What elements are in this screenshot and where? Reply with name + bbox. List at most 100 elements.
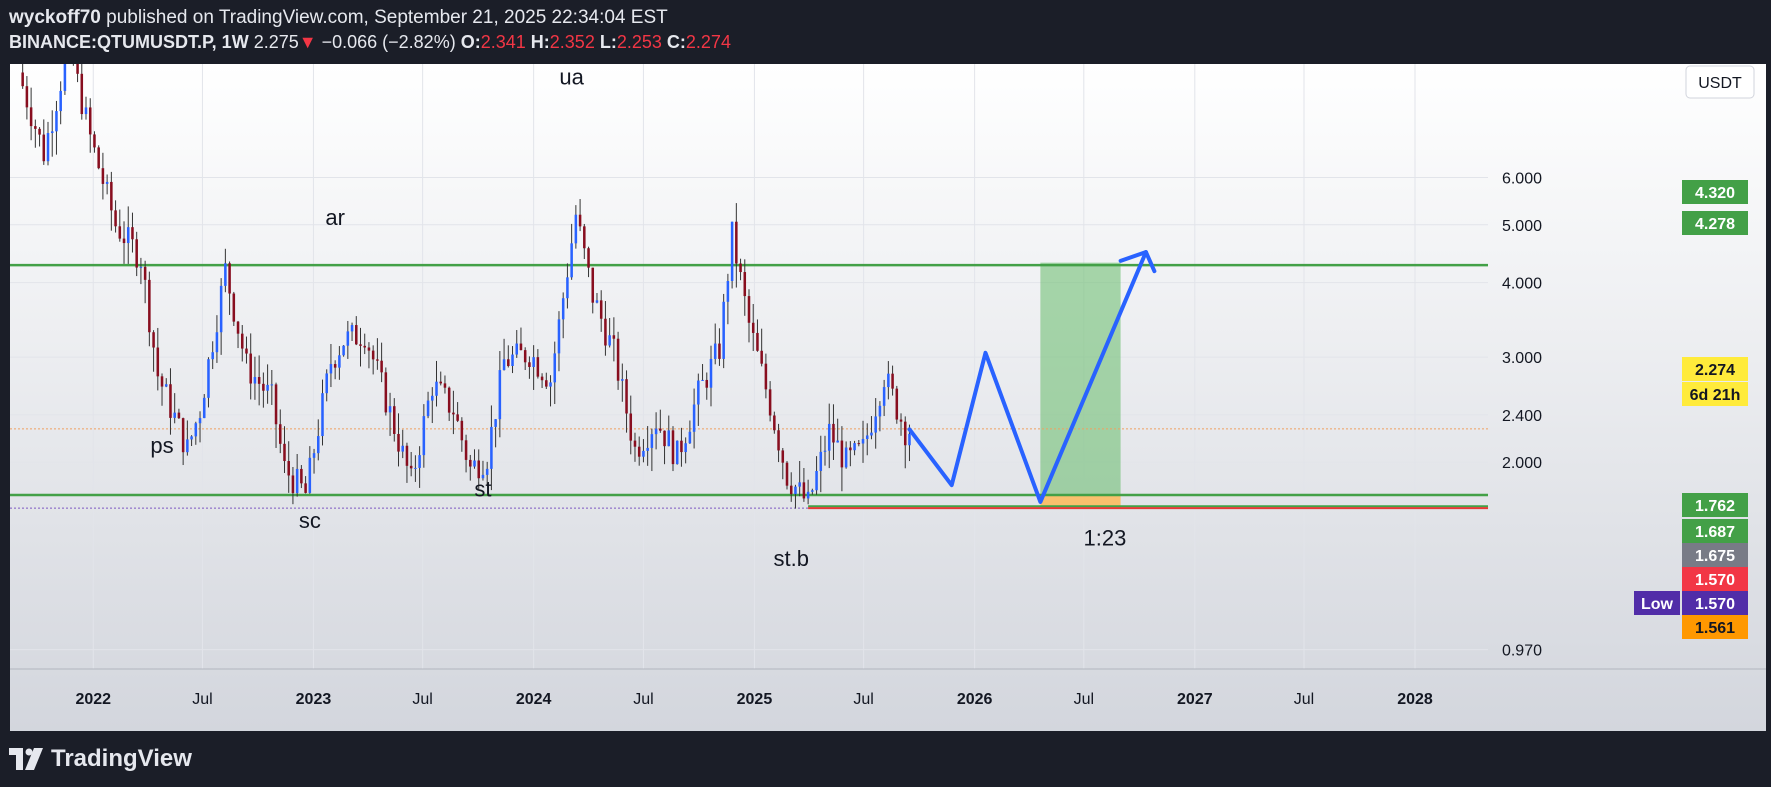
candle-down[interactable]	[519, 343, 523, 351]
projection-path[interactable]	[907, 250, 1157, 504]
candle-down[interactable]	[616, 338, 620, 381]
candle-up[interactable]	[574, 214, 578, 244]
candle-down[interactable]	[152, 332, 155, 348]
candle-up[interactable]	[346, 331, 350, 346]
candle-down[interactable]	[443, 383, 447, 388]
candle-up[interactable]	[485, 468, 489, 475]
candle-down[interactable]	[93, 134, 96, 148]
candle-down[interactable]	[903, 421, 907, 446]
candle-down[interactable]	[604, 318, 607, 346]
candle-down[interactable]	[659, 428, 662, 431]
candle-up[interactable]	[815, 470, 818, 491]
price-chart[interactable]: ps ar sc st ua st.b 1:23 6.000 5.000 4.000 3.000 2…	[10, 64, 1766, 731]
candle-down[interactable]	[245, 348, 248, 354]
candle-down[interactable]	[832, 423, 835, 443]
candle-down[interactable]	[840, 440, 844, 468]
candle-down[interactable]	[148, 279, 151, 333]
candle-down[interactable]	[380, 360, 383, 373]
candle-down[interactable]	[739, 263, 742, 273]
candle-down[interactable]	[768, 389, 772, 416]
candle-up[interactable]	[194, 423, 198, 437]
candle-up[interactable]	[490, 426, 493, 469]
candle-up[interactable]	[329, 364, 333, 374]
candle-up[interactable]	[870, 432, 873, 436]
candle-down[interactable]	[371, 350, 375, 360]
candle-up[interactable]	[186, 439, 189, 453]
candle-up[interactable]	[667, 430, 671, 447]
candle-up[interactable]	[819, 451, 823, 471]
candle-down[interactable]	[777, 430, 780, 451]
candle-up[interactable]	[553, 353, 557, 383]
candle-up[interactable]	[338, 355, 341, 368]
candle-up[interactable]	[46, 133, 50, 162]
candle-up[interactable]	[561, 298, 565, 320]
currency-box[interactable]	[1685, 65, 1755, 99]
candle-up[interactable]	[105, 181, 109, 184]
price-tag[interactable]	[1682, 357, 1748, 381]
candle-down[interactable]	[439, 381, 442, 384]
candle-up[interactable]	[566, 277, 569, 299]
candle-down[interactable]	[97, 147, 100, 169]
candle-down[interactable]	[393, 406, 396, 434]
candle-up[interactable]	[798, 482, 801, 487]
candle-down[interactable]	[29, 107, 33, 127]
candle-up[interactable]	[595, 300, 599, 303]
candle-down[interactable]	[363, 345, 366, 348]
price-tag[interactable]	[1682, 543, 1748, 567]
candle-down[interactable]	[278, 424, 282, 444]
candle-up[interactable]	[794, 486, 797, 495]
candle-down[interactable]	[88, 107, 92, 135]
candle-down[interactable]	[156, 347, 160, 377]
candle-down[interactable]	[599, 300, 603, 319]
candle-up[interactable]	[621, 379, 624, 381]
candle-up[interactable]	[317, 436, 320, 454]
candle-down[interactable]	[785, 462, 789, 486]
candle-down[interactable]	[469, 459, 472, 467]
candle-down[interactable]	[355, 325, 358, 345]
candle-up[interactable]	[418, 455, 421, 468]
candle-up[interactable]	[532, 357, 535, 367]
candle-up[interactable]	[422, 416, 426, 456]
candle-up[interactable]	[549, 382, 552, 387]
price-tag[interactable]	[1682, 382, 1748, 406]
candle-up[interactable]	[861, 438, 865, 444]
candle-down[interactable]	[110, 181, 113, 211]
candle-up[interactable]	[654, 428, 658, 435]
candle-down[interactable]	[789, 485, 793, 495]
candle-down[interactable]	[228, 263, 231, 294]
candle-down[interactable]	[359, 344, 362, 346]
candle-up[interactable]	[650, 434, 654, 448]
candle-down[interactable]	[304, 483, 307, 493]
candle-down[interactable]	[181, 418, 185, 453]
candle-down[interactable]	[587, 248, 590, 268]
candle-up[interactable]	[675, 440, 679, 465]
candle-down[interactable]	[612, 335, 616, 339]
candle-down[interactable]	[633, 440, 637, 447]
candle-up[interactable]	[325, 373, 328, 394]
candle-down[interactable]	[143, 266, 147, 280]
candle-up[interactable]	[435, 381, 438, 396]
candle-up[interactable]	[139, 266, 143, 268]
candle-up[interactable]	[908, 433, 911, 446]
candle-down[interactable]	[773, 415, 776, 431]
candle-down[interactable]	[735, 221, 738, 264]
candle-down[interactable]	[663, 430, 666, 447]
candle-down[interactable]	[895, 388, 899, 420]
candle-up[interactable]	[498, 370, 502, 420]
candle-down[interactable]	[397, 433, 400, 452]
candle-down[interactable]	[135, 239, 138, 268]
candle-down[interactable]	[545, 380, 548, 387]
candle-down[interactable]	[760, 350, 763, 364]
price-tag[interactable]	[1682, 493, 1748, 517]
candle-down[interactable]	[114, 210, 117, 227]
candle-down[interactable]	[34, 126, 37, 129]
candle-down[interactable]	[384, 372, 388, 413]
candle-up[interactable]	[502, 359, 506, 371]
candle-up[interactable]	[50, 131, 54, 134]
candle-up[interactable]	[207, 359, 210, 398]
candle-down[interactable]	[781, 450, 785, 463]
candle-up[interactable]	[164, 384, 168, 387]
candle-up[interactable]	[823, 450, 827, 452]
candle-up[interactable]	[84, 107, 88, 115]
candle-down[interactable]	[756, 332, 759, 351]
